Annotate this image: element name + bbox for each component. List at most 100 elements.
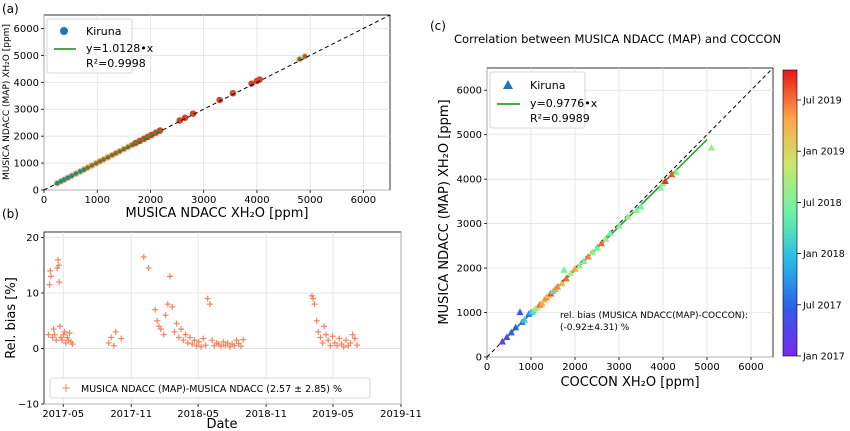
panel-b-data-point xyxy=(354,342,361,349)
2-xtick-label: 5000 xyxy=(694,362,719,373)
panel-b-data-point xyxy=(53,337,60,344)
panel-b-data-point xyxy=(342,337,349,344)
panel-b-data-point xyxy=(224,339,231,346)
panel-c-ylabel: MUSICA NDACC (MAP) XH₂O [ppm] xyxy=(437,99,452,324)
panel-c-annotation-line1: rel. bias (MUSICA NDACC(MAP)-COCCON): xyxy=(560,311,748,321)
colorbar-tick-label: Jul 2019 xyxy=(802,96,842,107)
panel-c-data-point xyxy=(589,248,597,256)
panel-b-data-point xyxy=(180,337,187,344)
2-xtick-label: 3000 xyxy=(606,362,631,373)
0-ytick-label: 0 xyxy=(33,186,39,197)
panel-b-data-point xyxy=(220,338,227,345)
panel-b-data-point xyxy=(47,267,54,274)
panel-b-xlabel: Date xyxy=(206,417,237,431)
panel-b-ytick-label: −10 xyxy=(18,400,39,411)
panel-c-legend-r2: R²=0.9989 xyxy=(530,112,590,125)
panel-b-data-point xyxy=(173,320,180,327)
panel-c-data-point xyxy=(512,323,520,331)
panel-c-data-point xyxy=(562,274,570,282)
panel-b-data-point xyxy=(154,317,161,324)
panel-b-xtick-label: 2017-05 xyxy=(42,409,84,420)
panel-b: (b) 2017-05 2017-11 2018-05 2018-11 2019-05 2… xyxy=(2,207,422,431)
2-xtick-label: 1000 xyxy=(518,362,543,373)
0-xtick-label: 3000 xyxy=(191,195,216,206)
panel-c-data-point xyxy=(520,316,528,323)
0-xtick-label: 2000 xyxy=(138,195,163,206)
panel-b-points xyxy=(45,253,361,350)
panel-c-title: Correlation between MUSICA NDACC (MAP) a… xyxy=(454,32,781,46)
colorbar-tick-label: Jan 2017 xyxy=(802,352,845,363)
panel-b-data-point xyxy=(152,306,159,313)
panel-c-data-point xyxy=(668,170,676,178)
panel-b-data-point xyxy=(160,331,167,338)
panel-b-xtick-label: 2018-05 xyxy=(177,409,219,420)
panel-b-data-point xyxy=(189,341,196,348)
0-xtick-label: 6000 xyxy=(351,195,376,206)
panel-b-data-point xyxy=(55,262,62,269)
panel-c-data-point xyxy=(606,229,614,236)
panel-b-xtick-label: 2019-11 xyxy=(380,409,422,420)
panel-b-data-point xyxy=(175,334,182,341)
panel-a: (a) 0 1000 2000 3000 4000 5000 6000 0 1000 2000 30… xyxy=(2,2,391,221)
panel-b-data-point xyxy=(317,334,324,341)
panel-b-ylabel: Rel. bias [%] xyxy=(4,277,19,359)
panel-b-data-point xyxy=(319,339,326,346)
panel-b-data-point xyxy=(61,328,68,335)
colorbar-ticks: Jan 2017 Jul 2017 Jan 2018 Jul 2018 Jan 2019… xyxy=(797,96,845,363)
panel-c-data-point xyxy=(516,308,524,316)
panel-a-ticks: 0 1000 2000 3000 4000 5000 6000 0 1000 2000 3000 40… xyxy=(14,24,377,206)
panel-b-data-point xyxy=(171,328,178,335)
panel-b-data-point xyxy=(198,343,205,350)
panel-b-data-point xyxy=(218,343,225,350)
panel-c-legend-fit: y=0.9776•x xyxy=(530,97,598,110)
panel-b-data-point xyxy=(55,256,62,263)
panel-b-data-point xyxy=(64,334,71,341)
panel-b-data-point xyxy=(315,328,322,335)
panel-b-data-point xyxy=(336,335,343,342)
0-xtick-label: 5000 xyxy=(297,195,322,206)
2-ytick-label: 2000 xyxy=(457,264,482,275)
panel-c-data-point xyxy=(575,261,583,269)
panel-b-data-point xyxy=(50,326,57,333)
panel-b-data-point xyxy=(140,253,147,260)
panel-b-label: (b) xyxy=(2,207,19,221)
panel-a-legend: Kiruna y=1.0128•x R²=0.9998 xyxy=(46,18,154,74)
colorbar-tick-label: Jan 2019 xyxy=(802,147,845,158)
panel-b-data-point xyxy=(46,281,53,288)
panel-b-data-point xyxy=(200,335,207,342)
2-ytick-label: 0 xyxy=(476,353,482,364)
panel-a-legend-r2: R²=0.9998 xyxy=(86,57,146,70)
0-ytick-label: 2000 xyxy=(14,132,39,143)
panel-b-data-point xyxy=(311,301,318,308)
panel-b-data-point xyxy=(105,339,112,346)
panel-b-data-point xyxy=(231,342,238,349)
0-xtick-label: 4000 xyxy=(244,195,269,206)
panel-c-data-point xyxy=(571,264,579,272)
2-xtick-label: 0 xyxy=(484,362,490,373)
panel-c-legend-marker xyxy=(503,80,513,89)
panel-b-data-point xyxy=(69,341,76,348)
panel-c-legend-box xyxy=(489,71,586,129)
panel-c-data-point xyxy=(661,177,669,184)
panel-c-data-point xyxy=(507,328,515,336)
panel-c-legend-series: Kiruna xyxy=(530,79,565,92)
panel-c-data-point xyxy=(593,244,601,251)
panel-b-data-point xyxy=(164,301,171,308)
panel-c-data-point xyxy=(580,257,588,265)
panel-b-data-point xyxy=(321,323,328,330)
panel-b-ytick-label: 20 xyxy=(26,233,39,244)
panel-c-data-point xyxy=(633,206,641,213)
panel-a-data-point xyxy=(229,90,237,97)
panel-b-data-point xyxy=(54,265,61,272)
panel-c-data-point xyxy=(538,299,546,307)
panel-b-data-point xyxy=(169,303,176,310)
panel-b-data-point xyxy=(206,301,213,308)
0-xtick-label: 1000 xyxy=(85,195,110,206)
panel-b-data-point xyxy=(108,334,115,341)
panel-c-data-point xyxy=(498,337,506,345)
0-ytick-label: 4000 xyxy=(14,78,39,89)
panel-c-xlabel: COCCON XH₂O [ppm] xyxy=(560,375,699,390)
panel-b-data-point xyxy=(193,342,200,349)
2-ytick-label: 5000 xyxy=(457,130,482,141)
panel-b-ytick-label: 0 xyxy=(33,344,39,355)
